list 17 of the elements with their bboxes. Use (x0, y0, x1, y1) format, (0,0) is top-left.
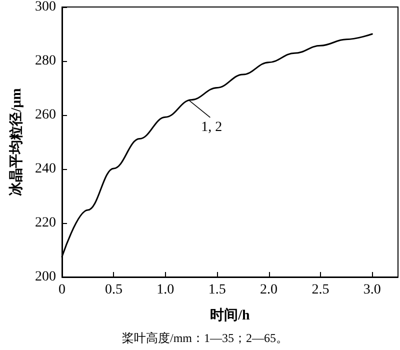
text: 桨叶高度/mm：1—35；2—65。 (122, 331, 288, 345)
y-tick-label: 300 (35, 0, 56, 14)
y-tick-label: 240 (35, 162, 56, 176)
annotation: 1, 2 (201, 120, 222, 135)
x-tick-label: 3.0 (363, 282, 381, 298)
x-tick-label: 2.5 (312, 282, 330, 298)
x-tick-label: 0 (58, 282, 66, 298)
y-tick-label: 260 (35, 108, 56, 122)
x-tick-label: 0.5 (104, 282, 122, 298)
x-tick-label: 1.5 (208, 282, 226, 298)
x-tick-label: 2.0 (260, 282, 278, 298)
y-tick-label: 280 (35, 54, 56, 68)
y-tick-label: 220 (35, 216, 56, 230)
y-axis-title: 冰晶平均粒径/μm (8, 88, 25, 196)
x-axis-title: 时间/h (210, 308, 250, 324)
x-tick-label: 1.0 (156, 282, 174, 298)
y-tick-label: 200 (35, 270, 56, 284)
